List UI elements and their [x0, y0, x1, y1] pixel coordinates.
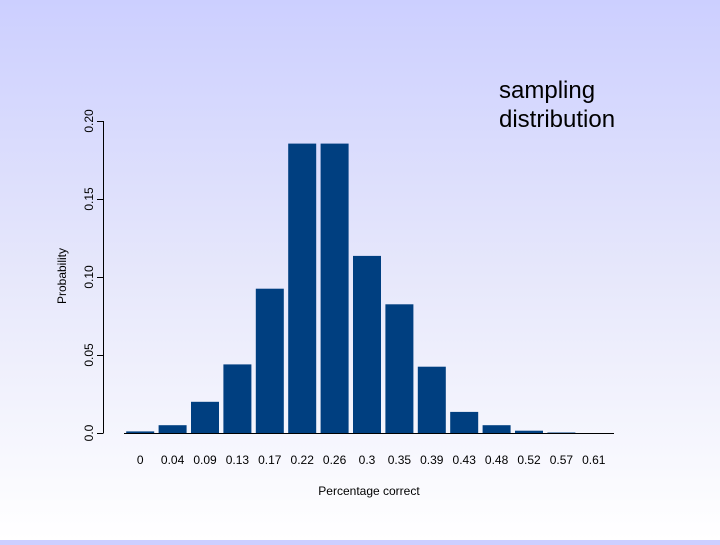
x-tick-label: 0.52: [517, 453, 541, 467]
bar-0: [126, 431, 155, 433]
bar-0.35: [385, 304, 414, 433]
x-tick-label: 0.22: [291, 453, 315, 467]
x-tick-label: 0.35: [388, 453, 412, 467]
y-tick-label: 0.0: [82, 424, 96, 441]
x-tick-label: 0.3: [359, 453, 376, 467]
annotation-line-2: distribution: [499, 106, 616, 133]
bar-0.26: [320, 143, 349, 433]
sampling-distribution-annotation: sampling distribution: [499, 76, 615, 134]
x-tick-label: 0.57: [550, 453, 574, 467]
bar-0.04: [158, 425, 187, 433]
x-tick-label: 0.09: [193, 453, 217, 467]
bar-0.43: [450, 411, 479, 433]
y-tick-label: 0.05: [82, 343, 96, 367]
x-tick-label: 0.43: [453, 453, 477, 467]
annotation-line-1: sampling: [499, 77, 596, 104]
bar-0.39: [417, 366, 446, 433]
bar-0.13: [223, 364, 252, 433]
y-axis-label: Probability: [55, 248, 69, 304]
bar-0.52: [515, 430, 543, 433]
x-tick-label: 0.13: [226, 453, 250, 467]
x-tick-label: 0.04: [161, 453, 185, 467]
y-ticks: 0.0 0.05 0.10 0.15 0.20: [82, 109, 104, 441]
bar-0.48: [482, 425, 511, 433]
x-tick-label: 0.26: [323, 453, 347, 467]
y-tick-label: 0.20: [82, 109, 96, 133]
bars-group: [126, 143, 576, 433]
bar-0.22: [288, 143, 317, 433]
x-tick-label: 0.48: [485, 453, 509, 467]
x-axis-label: Percentage correct: [318, 484, 420, 498]
bar-0.3: [353, 255, 381, 433]
x-tick-label: 0.17: [258, 453, 282, 467]
x-tick-label: 0.61: [582, 453, 606, 467]
bar-0.09: [191, 401, 219, 433]
x-tick-labels: 0 0.04 0.09 0.13 0.17 0.22 0.26 0.3 0.35 0.39 0.43…: [137, 453, 606, 467]
x-tick-label: 0.39: [420, 453, 444, 467]
bar-0.57: [547, 432, 576, 433]
x-tick-label: 0: [137, 453, 144, 467]
bar-0.17: [255, 288, 284, 433]
y-tick-label: 0.10: [82, 265, 96, 289]
y-tick-label: 0.15: [82, 187, 96, 211]
